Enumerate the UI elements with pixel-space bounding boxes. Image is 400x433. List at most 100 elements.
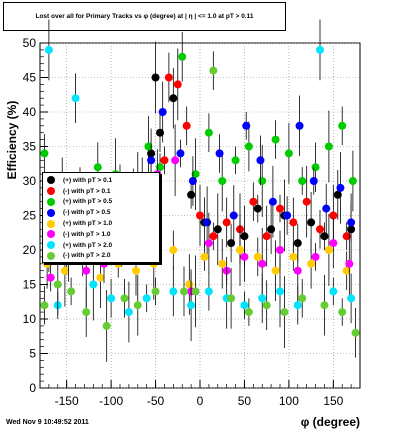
- footer-timestamp: Wed Nov 9 10:49:52 2011: [6, 419, 89, 426]
- x-tick-label: 150: [323, 394, 343, 408]
- data-point: [204, 239, 213, 248]
- x-tick-label: -50: [147, 394, 165, 408]
- legend-entry: (-) with pT > 0.5: [47, 207, 159, 218]
- data-point: [191, 170, 200, 179]
- data-point: [320, 301, 329, 310]
- data-point: [120, 294, 129, 303]
- data-point: [169, 94, 178, 103]
- data-point: [82, 266, 91, 275]
- data-point: [124, 308, 133, 317]
- data-point: [322, 204, 331, 213]
- data-point: [276, 287, 284, 296]
- data-point: [329, 239, 338, 248]
- data-point: [268, 197, 277, 206]
- legend-label: (+) with pT > 0.1: [63, 176, 113, 184]
- data-point: [324, 142, 333, 151]
- legend-marker: [47, 197, 55, 206]
- data-point: [156, 128, 164, 137]
- data-point: [40, 301, 49, 310]
- data-point: [302, 197, 311, 206]
- y-tick-label: 45: [23, 71, 37, 85]
- y-tick-label: 50: [23, 36, 37, 50]
- data-point: [276, 204, 284, 213]
- data-point: [276, 246, 284, 254]
- y-tick-label: 35: [23, 140, 37, 154]
- data-point: [244, 142, 253, 151]
- data-point: [240, 252, 249, 261]
- data-point: [191, 287, 200, 296]
- data-point: [311, 252, 320, 261]
- data-point: [289, 252, 298, 261]
- data-point: [293, 301, 302, 310]
- data-point: [295, 121, 304, 130]
- y-tick-label: 5: [29, 347, 36, 361]
- data-point: [218, 259, 227, 268]
- data-point: [93, 163, 102, 172]
- legend-marker: [47, 241, 55, 250]
- data-point: [345, 259, 354, 268]
- data-point: [316, 225, 324, 234]
- data-point: [229, 211, 238, 220]
- data-point: [133, 301, 142, 310]
- data-point: [280, 308, 289, 317]
- legend-entry: (+) with pT > 1.0: [47, 218, 159, 229]
- legend-marker: [47, 219, 55, 228]
- data-point: [351, 328, 360, 337]
- axis-ticks: -150 -100 -50 0 50 100 150 0 5 10 15 20 25 30 35 40 45 50: [23, 36, 361, 408]
- legend-marker: [47, 208, 55, 217]
- data-point: [102, 321, 111, 330]
- legend-label: (+) with pT > 0.5: [63, 198, 113, 206]
- x-tick-label: 100: [279, 394, 299, 408]
- data-point: [338, 308, 347, 317]
- data-point: [253, 252, 262, 261]
- legend-label: (+) with pT > 1.0: [63, 220, 113, 228]
- data-point: [182, 121, 191, 130]
- data-point: [249, 197, 258, 206]
- data-point: [164, 73, 173, 82]
- data-point: [284, 149, 293, 158]
- data-point: [151, 73, 160, 82]
- data-point: [209, 232, 218, 241]
- x-tick-label: 0: [197, 394, 204, 408]
- data-point: [262, 232, 271, 241]
- data-point: [338, 121, 347, 130]
- y-axis-label: Efficiency (%): [5, 101, 19, 180]
- data-point: [213, 225, 222, 234]
- data-point: [144, 142, 153, 151]
- x-tick-label: -150: [55, 394, 79, 408]
- legend-entry: (-) with pT > 1.0: [47, 229, 159, 240]
- data-point: [96, 273, 105, 282]
- data-point: [203, 218, 212, 227]
- legend-marker: [47, 176, 55, 185]
- data-point: [271, 135, 280, 144]
- data-point: [347, 294, 356, 303]
- data-point: [160, 156, 169, 165]
- data-point: [227, 294, 236, 303]
- data-point: [187, 301, 196, 310]
- y-tick-label: 25: [23, 209, 37, 223]
- data-point: [204, 287, 213, 296]
- data-point: [320, 232, 329, 241]
- data-point: [200, 252, 209, 261]
- data-point: [253, 204, 262, 213]
- data-point: [242, 121, 251, 130]
- legend-marker: [47, 187, 55, 196]
- data-point: [82, 308, 91, 317]
- legend-label: (+) with pT > 2.0: [63, 241, 113, 249]
- data-point: [271, 266, 280, 275]
- data-point: [156, 163, 164, 172]
- data-point: [169, 287, 178, 296]
- data-point: [316, 45, 324, 54]
- data-point: [107, 294, 116, 303]
- data-point: [307, 218, 316, 227]
- data-point: [196, 211, 204, 220]
- data-point: [53, 280, 62, 289]
- legend-entry: (-) with pT > 2.0: [47, 251, 159, 262]
- data-point: [324, 246, 333, 254]
- data-point: [169, 246, 178, 254]
- data-point: [342, 232, 351, 241]
- data-point: [329, 287, 338, 296]
- data-point: [142, 294, 151, 303]
- data-point: [215, 149, 224, 158]
- y-tick-label: 0: [29, 381, 36, 395]
